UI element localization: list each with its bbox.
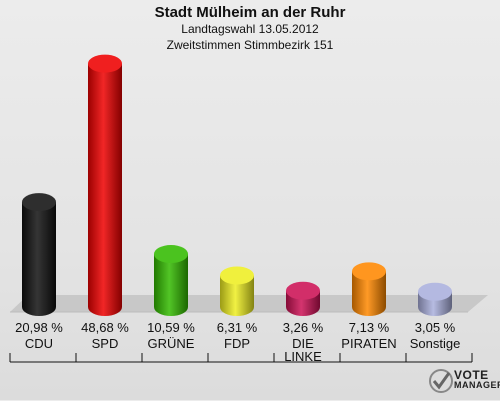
category-label: SPD (91, 336, 119, 351)
bar-top (418, 282, 452, 301)
bar-piraten (352, 262, 386, 316)
value-label: 7,13 % (348, 320, 390, 335)
category-label: DIE LINKE (284, 336, 322, 364)
value-label: 3,05 % (414, 320, 456, 335)
bar-fdp (220, 266, 254, 316)
bar-top (220, 266, 254, 285)
bar-body (220, 275, 254, 316)
vote-manager-logo: VOTE MANAGER (428, 366, 500, 398)
bar-spd (88, 54, 122, 316)
chart-title: Stadt Mülheim an der Ruhr (154, 4, 346, 21)
bar-body (88, 63, 122, 316)
bar-top (286, 281, 320, 300)
bar-body (154, 254, 188, 316)
logo-word-vote: VOTE (454, 368, 489, 382)
value-label: 6,31 % (216, 320, 258, 335)
category-label: Sonstige (409, 336, 461, 351)
category-label: GRÜNE (147, 336, 195, 351)
value-label: 10,59 % (147, 320, 195, 335)
bar-cdu (22, 193, 56, 316)
category-label: FDP (224, 336, 250, 351)
category-label: CDU (24, 336, 54, 351)
value-label: 20,98 % (15, 320, 63, 335)
bar-top (88, 54, 122, 73)
bar-top (22, 193, 56, 212)
value-label: 48,68 % (81, 320, 129, 335)
bar-body (352, 271, 386, 316)
logo-word-manager: MANAGER (454, 380, 500, 390)
bar-grüne (154, 245, 188, 316)
bar-sonstige (418, 282, 452, 316)
chart-subtitle-district: Zweitstimmen Stimmbezirk 151 (166, 38, 334, 52)
bar-body (22, 202, 56, 316)
chart-subtitle-election: Landtagswahl 13.05.2012 (181, 22, 319, 36)
vote-check-icon (429, 369, 453, 393)
bar-top (352, 262, 386, 281)
bar-top (154, 245, 188, 264)
value-label: 3,26 % (282, 320, 324, 335)
bar-die-linke (286, 281, 320, 316)
category-label: PIRATEN (341, 336, 397, 351)
